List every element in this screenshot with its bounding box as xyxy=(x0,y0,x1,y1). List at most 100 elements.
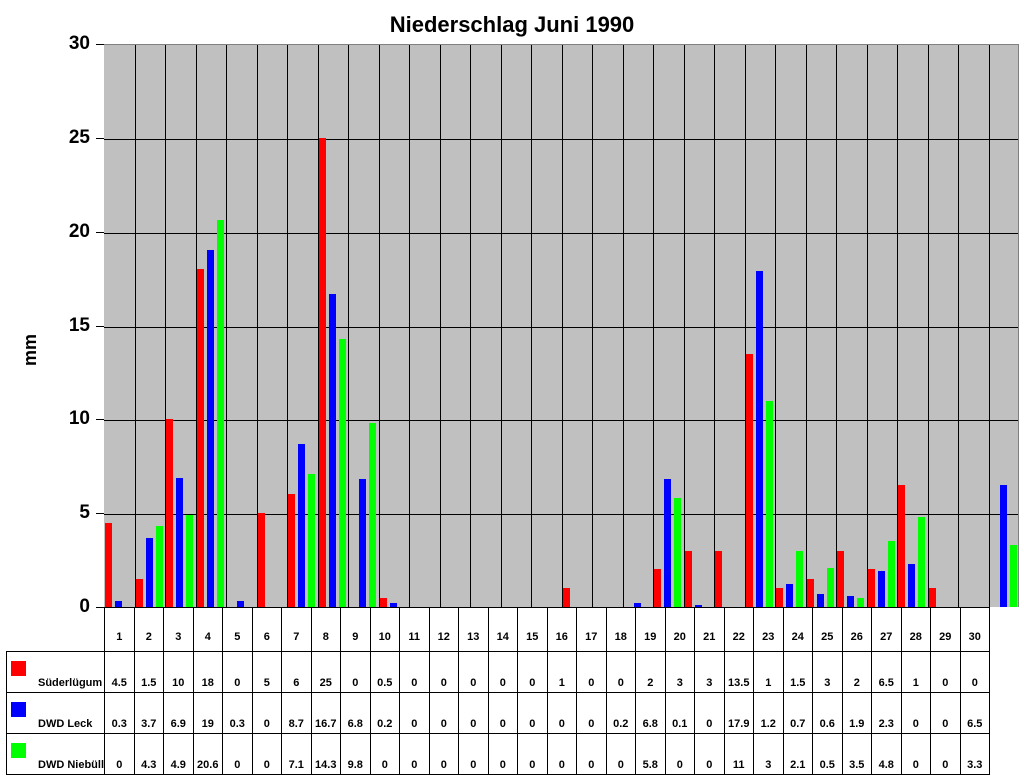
bar-dwd-nieb-ll xyxy=(338,338,346,607)
category-label: 6 xyxy=(251,607,282,652)
y-tick-mark xyxy=(96,325,104,327)
data-cell: 0 xyxy=(399,692,430,734)
bar-dwd-leck xyxy=(115,601,122,607)
data-cell: 0 xyxy=(694,733,725,775)
data-cell: 0.5 xyxy=(369,651,400,693)
horizontal-gridline xyxy=(104,420,1018,422)
series-label-cell: DWD Leck xyxy=(6,692,105,734)
data-cell: 0 xyxy=(517,692,548,734)
data-cell: 0.3 xyxy=(104,692,135,734)
bar-s-derl-gum xyxy=(105,522,112,607)
y-tick-mark xyxy=(96,231,104,233)
data-cell: 1.2 xyxy=(753,692,784,734)
bar-dwd-leck xyxy=(633,603,641,607)
data-cell: 0 xyxy=(576,692,607,734)
data-cell: 6.5 xyxy=(959,692,990,734)
bar-dwd-nieb-ll xyxy=(216,220,224,607)
data-cell: 13.5 xyxy=(723,651,754,693)
vertical-gridline xyxy=(622,45,624,607)
bar-dwd-nieb-ll xyxy=(186,515,193,607)
data-cell: 14.3 xyxy=(310,733,341,775)
data-cell: 3 xyxy=(812,651,843,693)
category-label: 28 xyxy=(900,607,931,652)
bar-s-derl-gum xyxy=(562,588,570,607)
data-cell: 0 xyxy=(664,733,695,775)
data-cell: 0 xyxy=(251,692,282,734)
vertical-gridline xyxy=(378,45,380,607)
bar-dwd-nieb-ll xyxy=(674,498,681,607)
y-tick-label: 30 xyxy=(68,33,90,54)
data-table: 1 2 3 4 5 6 7 8 9 10 11 12 13 14 15 16 17 18 19 20 21 22 23 24 2… xyxy=(6,607,990,775)
category-label: 25 xyxy=(812,607,843,652)
y-tick-label: 5 xyxy=(79,502,90,524)
data-cell: 1.9 xyxy=(841,692,872,734)
vertical-gridline xyxy=(500,45,502,607)
data-cell: 0 xyxy=(487,692,518,734)
category-label: 27 xyxy=(871,607,902,652)
category-label: 12 xyxy=(428,607,459,652)
vertical-gridline xyxy=(958,45,959,607)
series-label-cell: Süderlügum xyxy=(6,651,105,693)
data-cell: 2 xyxy=(841,651,872,693)
data-cell: 0 xyxy=(251,733,282,775)
category-label: 26 xyxy=(841,607,872,652)
bar-dwd-nieb-ll xyxy=(155,526,163,607)
horizontal-gridline xyxy=(104,326,1018,328)
vertical-gridline xyxy=(256,45,258,607)
category-label: 17 xyxy=(576,607,607,652)
data-cell: 0 xyxy=(458,651,489,693)
horizontal-gridline xyxy=(104,138,1018,140)
bar-dwd-nieb-ll xyxy=(857,597,864,607)
bar-dwd-nieb-ll xyxy=(1009,545,1017,607)
data-cell: 3 xyxy=(664,651,695,693)
data-cell: 6 xyxy=(281,651,312,693)
category-label: 23 xyxy=(753,607,784,652)
vertical-gridline xyxy=(226,45,227,607)
data-cell: 1 xyxy=(900,651,931,693)
horizontal-gridline xyxy=(104,514,1018,516)
data-cell: 0 xyxy=(605,651,636,693)
category-label: 9 xyxy=(340,607,371,652)
bar-s-derl-gum xyxy=(166,419,173,607)
data-cell: 0 xyxy=(487,733,518,775)
bar-s-derl-gum xyxy=(379,597,387,607)
bar-s-derl-gum xyxy=(196,269,204,607)
bar-dwd-leck xyxy=(999,485,1007,607)
vertical-gridline xyxy=(897,45,898,607)
category-label: 3 xyxy=(163,607,194,652)
data-cell: 3 xyxy=(694,651,725,693)
data-cell: 5 xyxy=(251,651,282,693)
data-cell: 4.3 xyxy=(133,733,164,775)
vertical-gridline xyxy=(439,45,441,607)
y-tick-mark xyxy=(96,137,104,139)
data-cell: 18 xyxy=(192,651,223,693)
vertical-gridline xyxy=(866,45,868,607)
table-row: Süderlügum 4.5 1.5 10 18 0 5 6 25 0 0.5 0 0 0 0 0 1 0 0 2 3 3… xyxy=(6,651,990,693)
data-cell: 0 xyxy=(930,692,961,734)
bar-dwd-nieb-ll xyxy=(765,400,773,607)
data-cell: 11 xyxy=(723,733,754,775)
data-cell: 6.5 xyxy=(871,651,902,693)
vertical-gridline xyxy=(409,45,410,607)
bar-s-derl-gum xyxy=(776,588,783,607)
vertical-gridline xyxy=(653,45,654,607)
bar-s-derl-gum xyxy=(288,494,295,607)
data-cell: 2.1 xyxy=(782,733,813,775)
y-tick-label: 0 xyxy=(79,596,90,617)
vertical-gridline xyxy=(592,45,593,607)
y-tick-mark xyxy=(96,513,104,515)
y-tick-mark xyxy=(96,419,104,421)
data-cell: 0.7 xyxy=(782,692,813,734)
legend-label: DWD Leck xyxy=(38,718,93,730)
y-tick-label: 20 xyxy=(68,220,90,242)
bar-s-derl-gum xyxy=(928,588,936,607)
category-label: 13 xyxy=(458,607,489,652)
horizontal-gridline xyxy=(104,232,1018,234)
category-label: 24 xyxy=(782,607,813,652)
category-label: 16 xyxy=(546,607,577,652)
bar-s-derl-gum xyxy=(715,550,722,607)
category-label: 29 xyxy=(930,607,961,652)
bar-dwd-nieb-ll xyxy=(826,567,834,607)
data-cell: 1.5 xyxy=(133,651,164,693)
bar-s-derl-gum xyxy=(257,513,265,607)
